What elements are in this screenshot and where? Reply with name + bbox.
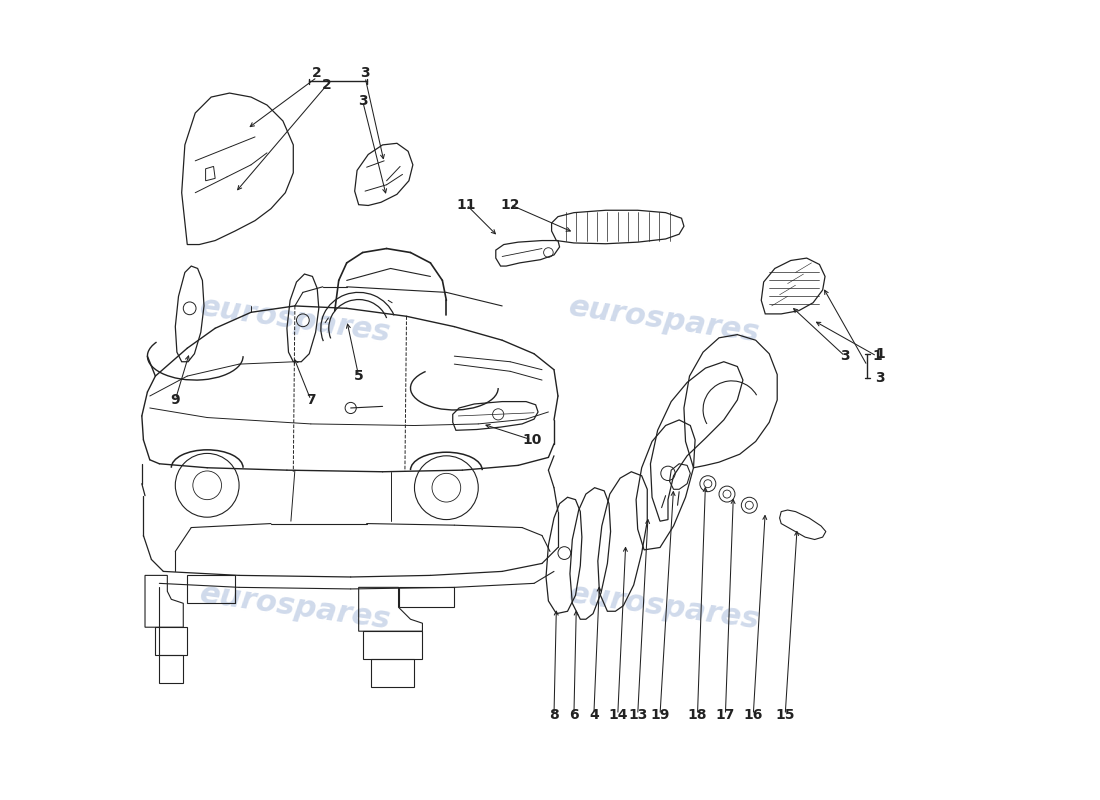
Text: 3: 3 xyxy=(360,66,370,80)
Text: 11: 11 xyxy=(456,198,476,212)
Text: eurospares: eurospares xyxy=(566,579,761,635)
Text: eurospares: eurospares xyxy=(566,293,761,348)
Text: 15: 15 xyxy=(776,708,795,722)
Text: 3: 3 xyxy=(840,349,850,363)
Text: eurospares: eurospares xyxy=(198,293,393,348)
Text: 17: 17 xyxy=(716,708,735,722)
Text: 2: 2 xyxy=(322,78,332,92)
Text: 7: 7 xyxy=(306,393,316,407)
Text: 10: 10 xyxy=(522,433,541,447)
Text: 3: 3 xyxy=(358,94,367,108)
Text: 4: 4 xyxy=(588,708,598,722)
Text: 1: 1 xyxy=(872,349,882,363)
Text: 5: 5 xyxy=(354,369,363,383)
Text: 1: 1 xyxy=(876,346,886,361)
Text: 12: 12 xyxy=(500,198,520,212)
Text: 14: 14 xyxy=(608,708,627,722)
Text: 2: 2 xyxy=(312,66,322,80)
Text: 19: 19 xyxy=(650,708,670,722)
Text: 16: 16 xyxy=(744,708,763,722)
Text: 13: 13 xyxy=(628,708,648,722)
Text: 8: 8 xyxy=(549,708,559,722)
Text: 6: 6 xyxy=(569,708,579,722)
Text: 18: 18 xyxy=(688,708,707,722)
Text: 9: 9 xyxy=(170,393,180,407)
Text: eurospares: eurospares xyxy=(198,579,393,635)
Text: 3: 3 xyxy=(876,370,884,385)
